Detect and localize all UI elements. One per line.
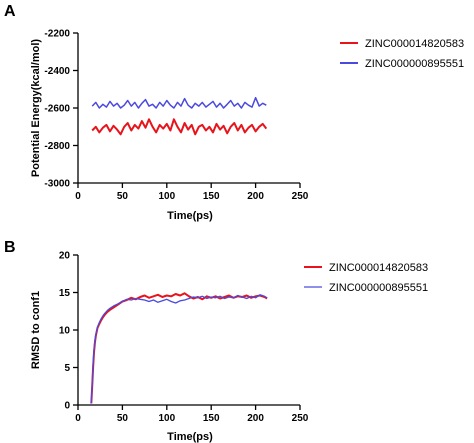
panel-b-x-tick-label: 100	[158, 413, 175, 424]
panel-letter-b: B	[4, 239, 16, 256]
legend-label-zinc000000895551: ZINC000000895551	[365, 58, 464, 70]
panel-b-y-tick-label: 10	[59, 326, 71, 337]
panel-b-x-tick-label: 200	[247, 413, 264, 424]
panel-letter-a: A	[4, 3, 16, 20]
panel-a-x-tick-label: 200	[247, 191, 264, 202]
panel-a-x-tick-label: 250	[292, 191, 309, 202]
panel-a-series	[91, 96, 268, 136]
panel-b-y-tick-label: 0	[64, 401, 70, 412]
panel-a-y-tick-label: -3000	[44, 179, 70, 190]
series-line-zinc000014820583	[90, 292, 268, 404]
panel-a-x-axis-title: Time(ps)	[167, 210, 213, 222]
panel-a-y-axis-title: Potential Energy(kcal/mol)	[30, 39, 42, 177]
panel-a-legend: ZINC000014820583 ZINC000000895551	[340, 38, 464, 70]
series-line-zinc000014820583	[91, 118, 268, 136]
panel-b-x-tick-label: 150	[203, 413, 220, 424]
panel-a-x-tick-label: 50	[117, 191, 129, 202]
panel-b-y-tick-label: 20	[59, 251, 71, 262]
panel-a-y-tick-label: -2800	[44, 141, 70, 152]
panel-b-x-tick-label: 50	[117, 413, 129, 424]
series-line-zinc000000895551	[91, 96, 267, 109]
panel-a-x-tick-label: 100	[158, 191, 175, 202]
panel-b-x-tick-label: 0	[75, 413, 81, 424]
legend-label-zinc000014820583: ZINC000014820583	[329, 262, 428, 274]
panel-a-y-tick-label: -2400	[44, 66, 70, 77]
panel-b-y-tick-label: 5	[64, 363, 70, 374]
panel-b-y-axis-title: RMSD to conf1	[30, 291, 42, 369]
panel-b: B 0 50 100 150 200 250 0 5 10 15 20 ZINC0000148205…	[4, 239, 428, 443]
panel-a-y-tick-label: -2200	[44, 29, 70, 40]
panel-b-legend: ZINC000014820583 ZINC000000895551	[304, 262, 428, 294]
panel-a: A 0 50 100 150 200 250 -3000 -2800 -2600 -2400 -22…	[4, 3, 464, 222]
panel-b-y-tick-label: 15	[59, 288, 71, 299]
panel-b-x-axis-title: Time(ps)	[167, 431, 213, 443]
panel-b-x-tick-label: 250	[292, 413, 309, 424]
panel-a-x-tick-label: 150	[203, 191, 220, 202]
panel-a-y-tick-label: -2600	[44, 104, 70, 115]
panel-a-x-tick-label: 0	[75, 191, 81, 202]
legend-label-zinc000014820583: ZINC000014820583	[365, 38, 464, 50]
legend-label-zinc000000895551: ZINC000000895551	[329, 282, 428, 294]
series-line-zinc000000895551	[90, 294, 268, 404]
panel-b-axes: 0 50 100 150 200 250 0 5 10 15 20	[59, 251, 309, 425]
panel-a-axes: 0 50 100 150 200 250 -3000 -2800 -2600 -2400 -2200	[44, 29, 308, 203]
panel-b-series	[90, 292, 268, 404]
